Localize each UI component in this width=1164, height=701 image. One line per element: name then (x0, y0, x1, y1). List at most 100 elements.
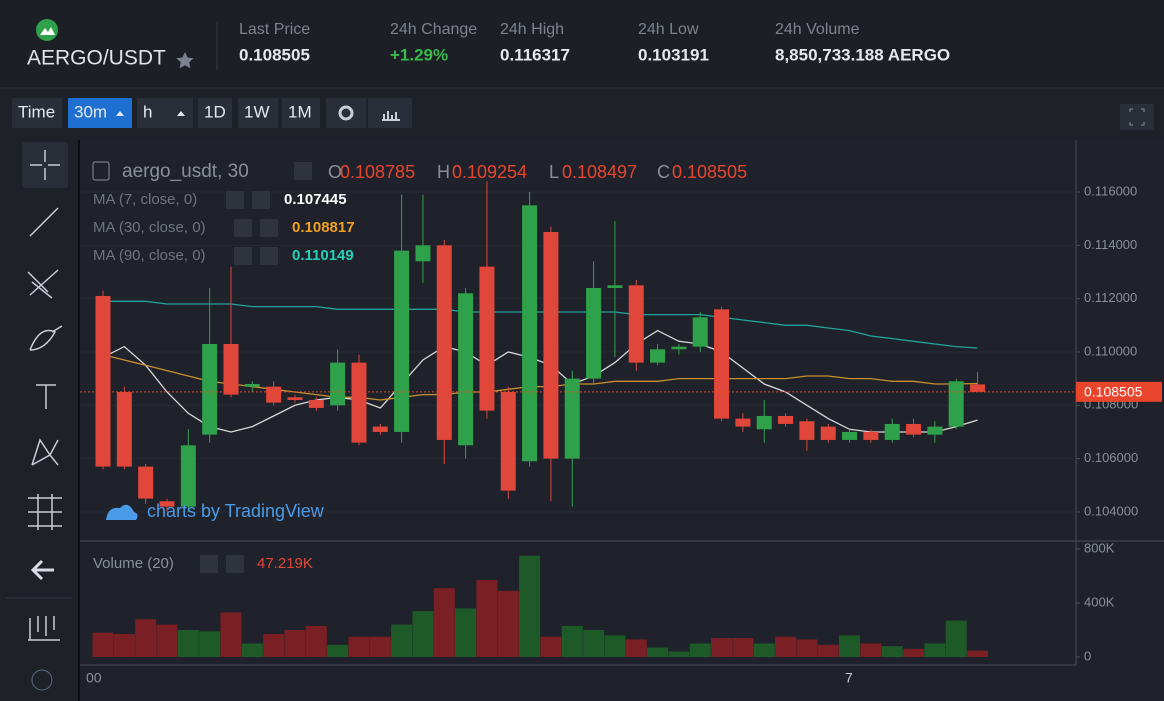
candle-body (842, 431, 858, 440)
indicators-tool[interactable] (28, 616, 60, 641)
candle-body (458, 293, 474, 446)
y-tick-label: 0.112000 (1084, 290, 1137, 305)
volume-bar (903, 648, 925, 657)
volume-bar (241, 643, 263, 657)
moving-average (102, 329, 978, 433)
volume-bar (263, 634, 285, 657)
candle-body (564, 378, 580, 459)
settings-icon[interactable] (226, 191, 244, 209)
toolbar-button[interactable] (238, 98, 278, 128)
candle-body (138, 466, 154, 499)
study-name: MA (90, close, 0) (93, 247, 206, 264)
crosshair-icon (30, 150, 60, 180)
candle-body (628, 285, 644, 363)
toolbar-button[interactable] (282, 98, 320, 128)
settings-button[interactable] (326, 98, 366, 128)
candle-body (159, 501, 175, 507)
fib-tool[interactable] (28, 494, 62, 530)
candle-body (884, 423, 900, 440)
settings-icon[interactable] (234, 247, 252, 265)
stat-value: 8,850,733.188 AERGO (775, 45, 950, 64)
volume-bar (391, 624, 413, 657)
volume-bar (433, 588, 455, 657)
y-tick-label: 0.106000 (1084, 450, 1138, 465)
plot: 0.108505 (80, 181, 1162, 657)
candle-body (906, 423, 922, 435)
volume-bar (668, 651, 690, 657)
volume-bar (369, 636, 391, 657)
toolbar-button[interactable] (137, 98, 193, 128)
watermark-logo (106, 504, 138, 520)
candle-body (500, 391, 516, 491)
volume-bar (945, 620, 967, 657)
candle-body (735, 418, 751, 427)
candle-body (180, 445, 196, 507)
settings-icon[interactable] (234, 219, 252, 237)
toolbar-button[interactable] (198, 98, 232, 128)
pattern-tool[interactable] (31, 438, 59, 466)
text-tool[interactable] (36, 384, 56, 409)
candle-body (778, 415, 794, 424)
volume-bar (881, 646, 903, 657)
candle-body (543, 231, 559, 459)
stat-value: +1.29% (390, 45, 448, 64)
remove-icon[interactable] (226, 555, 244, 573)
header (0, 0, 1164, 88)
volume-bar (327, 644, 349, 657)
trendline-tool[interactable] (29, 207, 59, 237)
crosshair-tool[interactable] (22, 142, 68, 188)
toolbar-button-label: 1D (204, 102, 226, 121)
settings-icon[interactable] (294, 162, 312, 180)
candle-body (671, 346, 687, 350)
time-label: 00 (86, 670, 102, 686)
candle-body (586, 287, 602, 379)
volume-bar (455, 608, 477, 657)
candle-body (863, 431, 879, 440)
toolbar-button-label: 30m (74, 102, 107, 121)
dropdown-arrow (116, 111, 124, 116)
stat-label: 24h Change (390, 21, 477, 38)
y-tick-label: 0.104000 (1084, 503, 1138, 518)
candle-body (415, 245, 431, 262)
candle-body (287, 397, 303, 400)
pitchfork-tool[interactable] (27, 269, 59, 299)
remove-icon[interactable] (260, 247, 278, 265)
zoom-tool[interactable] (31, 669, 53, 691)
stat-label: 24h Low (638, 21, 699, 38)
volume-bar (113, 634, 135, 657)
candle-body (714, 309, 730, 419)
toolbar-button-label: 1M (288, 102, 312, 121)
stat-label: 24h Volume (775, 21, 860, 38)
stat-label: Last Price (239, 21, 310, 38)
candle-body (479, 266, 495, 411)
time-label: 7 (845, 670, 853, 686)
candle-body (970, 384, 986, 392)
candle-body (756, 415, 772, 430)
volume-bar (92, 632, 114, 657)
remove-icon[interactable] (252, 191, 270, 209)
fullscreen-button[interactable] (1120, 104, 1154, 130)
legend: O0.108785 H 0.109254 L 0.108497 C 0.108505 MA (… (93, 162, 747, 265)
pair: AERGO/USDT (27, 47, 166, 70)
logo (36, 19, 58, 41)
back-arrow[interactable] (30, 559, 54, 581)
toolbar: Time 30m h 1D 1W 1M (12, 98, 412, 128)
indicator-button[interactable] (368, 98, 412, 128)
candle-body (308, 399, 324, 408)
volume-bar (604, 635, 626, 657)
settings-icon[interactable] (200, 555, 218, 573)
y-tick-label: 0.116000 (1084, 183, 1137, 198)
toolbar-button[interactable] (12, 98, 62, 128)
candle-body (820, 426, 836, 440)
study-value: 0.108817 (292, 219, 355, 236)
collapse-icon[interactable] (92, 161, 110, 181)
volume-bar (967, 650, 989, 657)
ohlc-value: 0.108505 (672, 162, 747, 182)
favorite-star[interactable] (176, 52, 194, 69)
toolbar-button-label: Time (18, 102, 55, 121)
remove-icon[interactable] (260, 219, 278, 237)
toolbar-button-label: 1W (244, 102, 270, 121)
brush-tool[interactable] (29, 325, 63, 351)
candle-body (948, 381, 964, 427)
